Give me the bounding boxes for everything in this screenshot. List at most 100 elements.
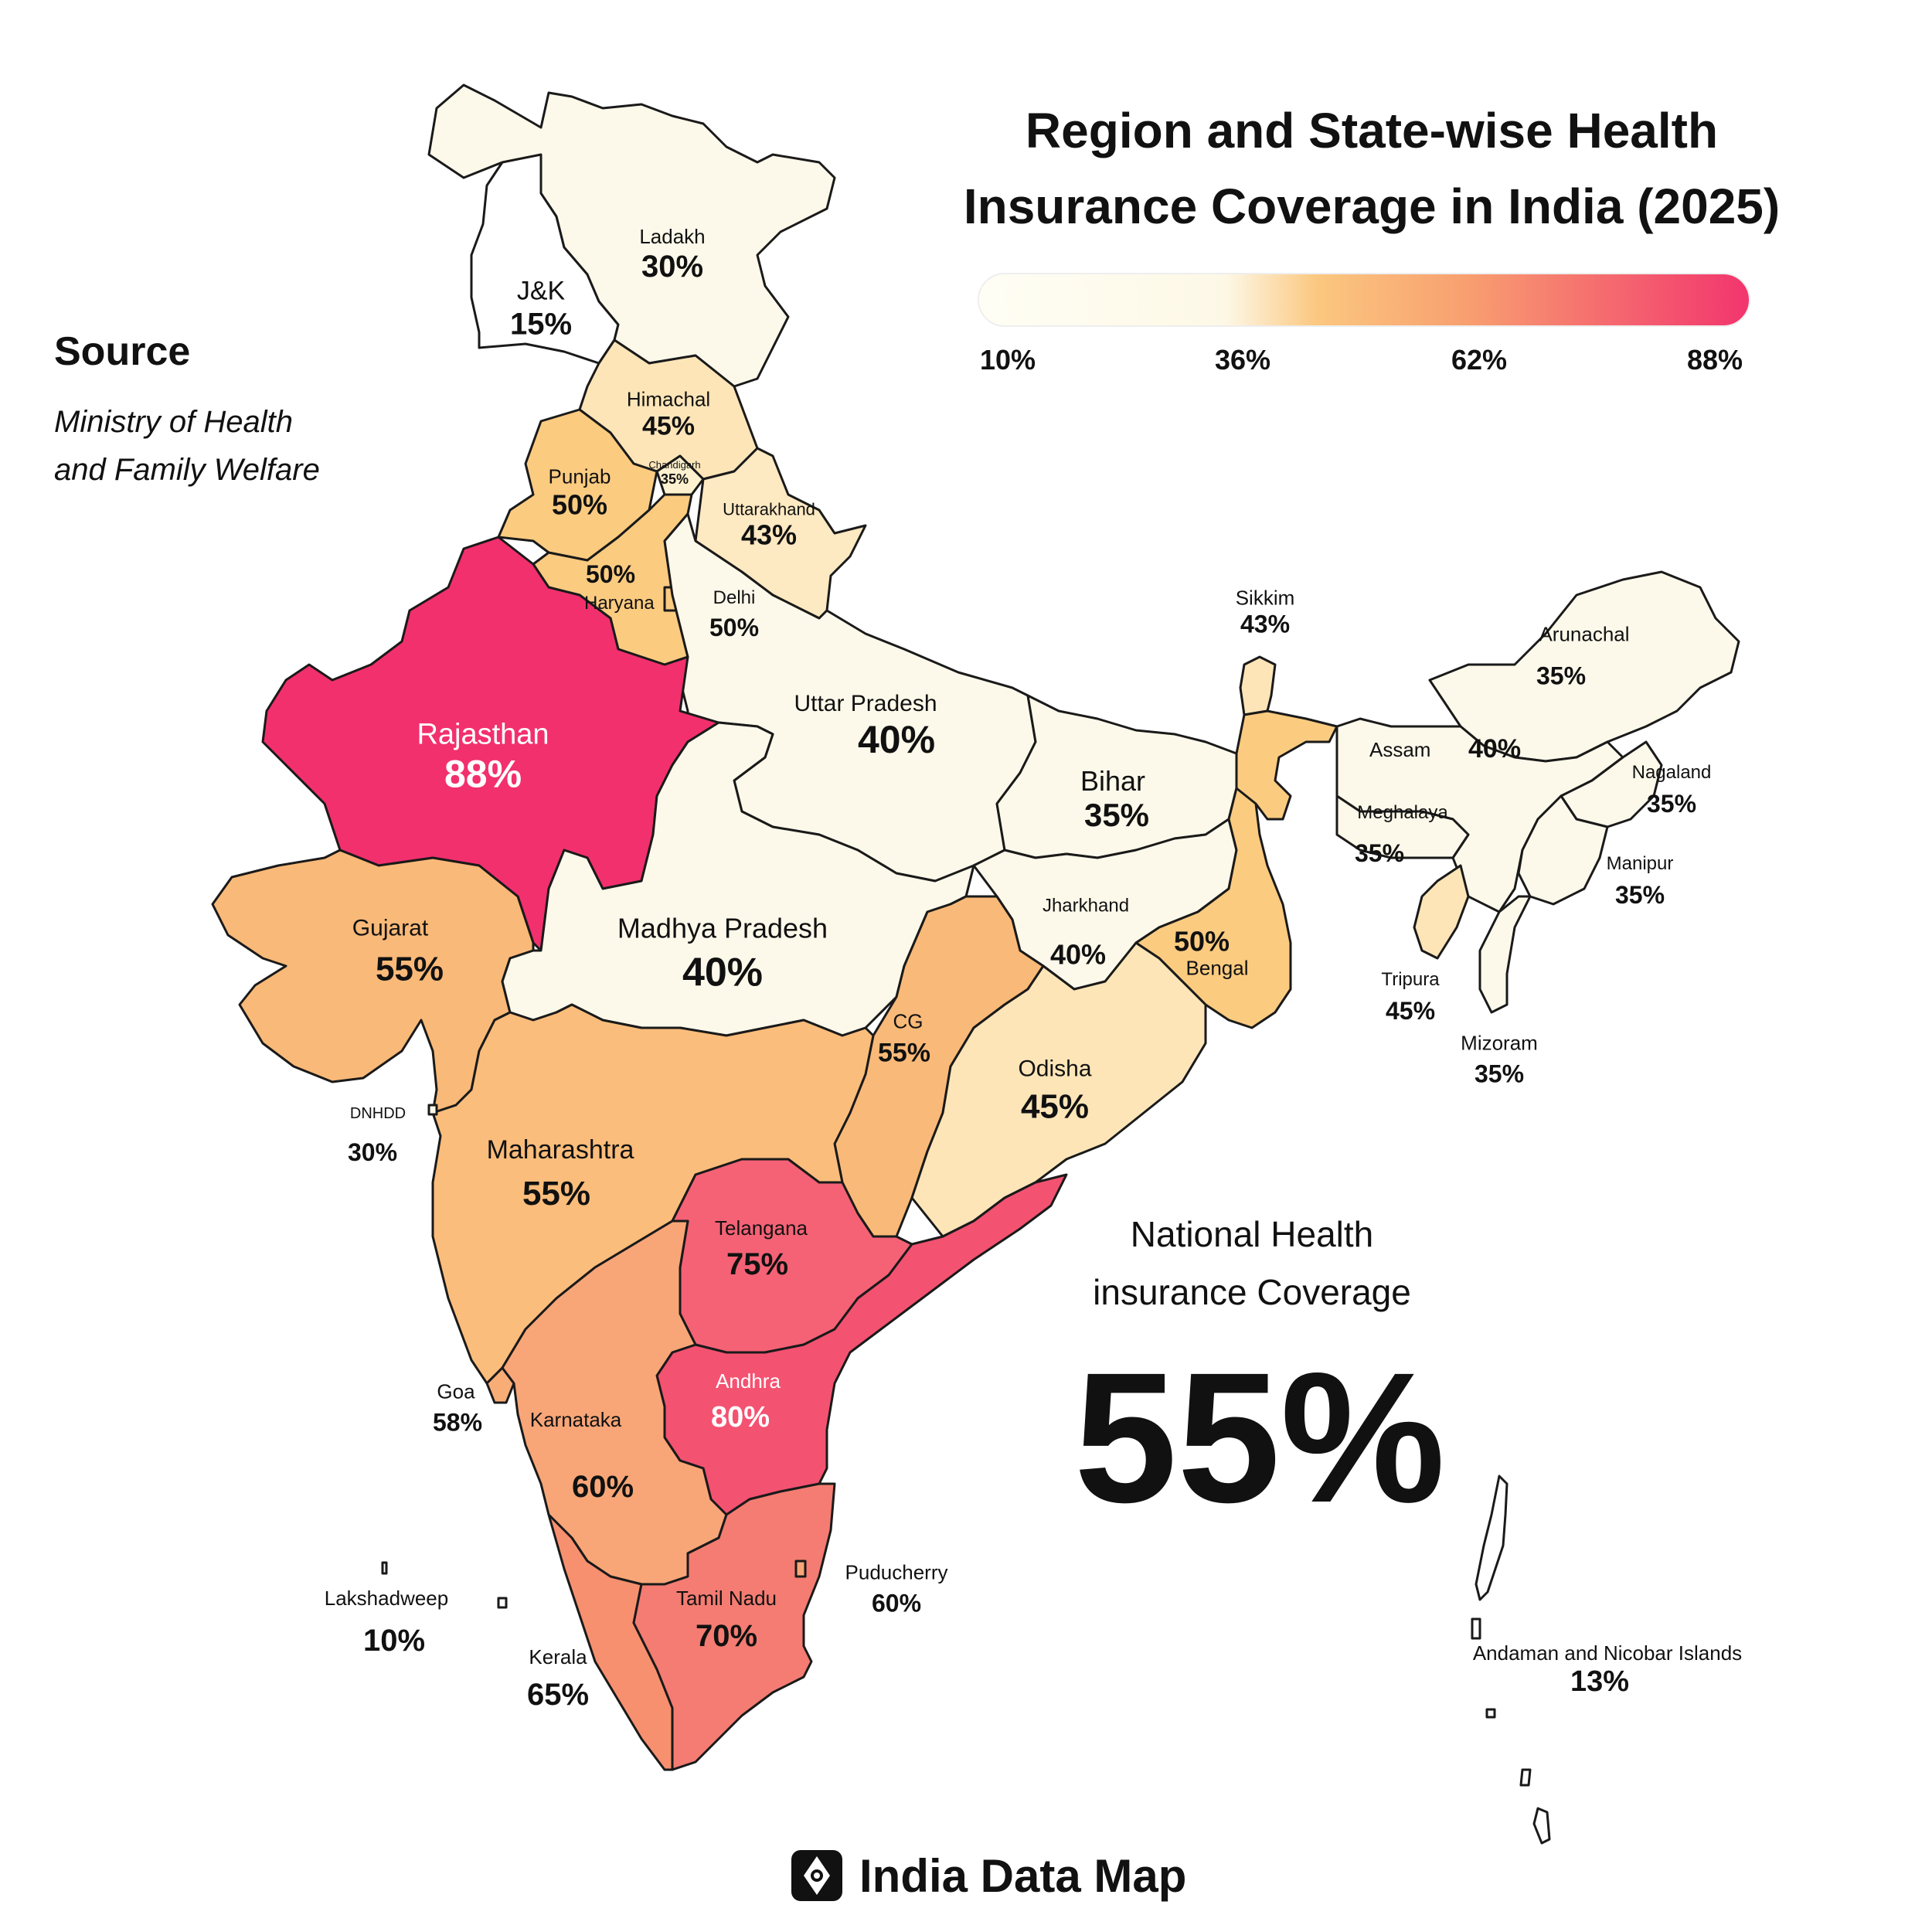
region-label-up: Uttar Pradesh 40% [794,691,937,762]
region-value: 45% [1020,1087,1090,1125]
title-line-2: Insurance Coverage in India (2025) [963,179,1781,234]
region-value: 58% [432,1408,483,1437]
region-label-himachal: Himachal 45% [626,387,711,442]
region-value: 88% [444,752,522,796]
legend-gradient-bar [978,273,1750,327]
region-value: 10% [362,1623,426,1658]
region-shape-chandigarh [655,454,705,496]
region-shape-manipur [1517,794,1609,906]
region-name: Manipur [1606,852,1674,874]
region-label-lakshadweep: Lakshadweep 10% [325,1587,448,1658]
region-label-rajasthan: Rajasthan 88% [417,718,549,796]
region-name: Tamil Nadu [675,1587,777,1611]
region-value: 35% [660,471,689,488]
region-name: Uttar Pradesh [794,691,937,716]
region-name: Sikkim [1235,586,1295,610]
region-name-haryana: Haryana [584,593,655,614]
region-value: 50% [551,488,608,521]
region-value: 15% [509,307,573,342]
region-shape-goa [485,1366,515,1404]
map-pin-diamond-icon [791,1850,842,1901]
region-label-goa: Goa 58% [430,1379,483,1437]
region-name: J&K [516,276,566,306]
region-label-maharashtra: Maharashtra 55% [487,1135,634,1214]
region-label-tripura: Tripura 45% [1381,969,1439,1025]
region-name: Puducherry [845,1560,948,1584]
region-name: Kerala [529,1645,587,1669]
brand-name: India Data Map [859,1849,1187,1902]
legend-tick-3: 62% [1451,344,1508,376]
region-name: Bengal [1185,956,1249,980]
region-name: Mizoram [1461,1031,1538,1055]
region-value: 30% [347,1138,398,1167]
region-shape-lakshadweep [381,1561,508,1609]
region-label-sikkim: Sikkim 43% [1236,587,1295,639]
region-label-ladakh: Ladakh 30% [639,225,706,284]
region-label-jharkhand: Jharkhand 40% [1043,896,1129,971]
region-value: 35% [1536,662,1587,690]
region-value: 50% [1173,925,1230,957]
source-heading: Source [54,329,191,374]
national-value: 55% [1073,1334,1446,1541]
region-name: Nagaland [1631,761,1712,783]
region-label-bengal: 50% Bengal [1174,925,1249,980]
title-line-1: Region and State-wise Health [1025,103,1719,158]
region-value: 35% [1354,838,1405,867]
region-name: Telangana [715,1216,808,1240]
region-name: DNHDD [349,1105,406,1123]
region-value: 60% [871,1589,922,1617]
region-value: 40% [857,717,936,761]
region-value: 35% [1646,789,1697,818]
source-line-1: Ministry of Health [54,405,293,439]
region-name: Bihar [1080,765,1146,798]
region-name: Goa [437,1379,475,1403]
region-value: 60% [571,1469,634,1504]
region-label-arunachal: Arunachal 35% [1508,622,1630,691]
region-label-bihar: Bihar 35% [1077,765,1149,835]
national-label-line-2: insurance Coverage [1093,1272,1411,1312]
source-text: Ministry of Health and Family Welfare [54,398,379,494]
region-name: Himachal [626,387,711,411]
region-label-delhi: Delhi 50% [709,587,759,641]
legend-tick-max: 88% [1687,344,1743,376]
region-label-manipur: Manipur 35% [1607,853,1674,909]
region-name: Andhra [716,1369,781,1393]
region-name: Andaman and Nicobar Islands [1472,1641,1743,1665]
region-value: 40% [1049,938,1107,971]
region-name: Arunachal [1539,622,1630,646]
national-label-line-1: National Health [1130,1214,1374,1254]
region-value: 43% [1240,610,1291,638]
region-shape-dnhdd [427,1104,438,1116]
region-shape-andaman [1471,1475,1551,1845]
region-name: Uttarakhand [723,499,815,519]
region-shape-tripura [1413,864,1470,960]
region-value: 50% [709,613,760,641]
region-shape-ladakh [427,83,836,388]
region-shape-odisha [910,941,1207,1238]
region-shape-puducherry [794,1560,807,1578]
region-label-gujarat: Gujarat 55% [337,915,444,988]
region-value: 65% [526,1677,590,1712]
region-name: Meghalaya [1357,801,1448,823]
region-label-telangana: Telangana 75% [715,1216,808,1282]
region-value: 35% [1474,1060,1525,1088]
region-value: 43% [740,519,798,551]
region-name: Ladakh [639,225,706,249]
region-label-puducherry: Puducherry 60% [845,1560,948,1618]
region-value: 70% [695,1618,758,1653]
region-value: 80% [710,1401,770,1434]
region-label-dnhdd: DNHDD 30% [339,1105,406,1167]
source-line-2: and Family Welfare [54,453,320,487]
region-label-tamilnadu: Tamil Nadu 70% [676,1587,777,1654]
region-value: 55% [522,1175,591,1213]
region-label-kerala: Kerala 65% [526,1645,590,1713]
region-value: 30% [641,249,704,284]
region-shape-nagaland [1560,740,1663,828]
region-name: Tripura [1381,968,1440,990]
region-name: Karnataka [529,1408,622,1432]
region-label-karnataka: Karnataka 60% [530,1408,634,1505]
region-name: Madhya Pradesh [617,912,828,944]
region-value: 35% [1614,880,1665,909]
